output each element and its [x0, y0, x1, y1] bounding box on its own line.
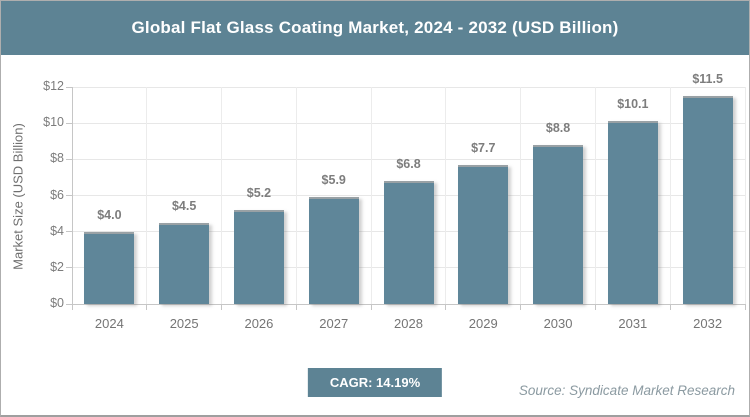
x-tick-mark — [295, 304, 297, 310]
bar-value-label: $5.2 — [246, 185, 272, 200]
bar-2032 — [682, 96, 733, 304]
h-gridline — [72, 303, 745, 305]
x-tick-label: 2030 — [543, 316, 573, 331]
y-tick-label: $10 — [43, 115, 64, 130]
v-gridline — [146, 87, 148, 304]
x-tick-label: 2025 — [169, 316, 199, 331]
y-tick-label: $4 — [50, 223, 64, 238]
bar-2029 — [458, 164, 509, 304]
v-gridline — [520, 87, 522, 304]
chart-title: Global Flat Glass Coating Market, 2024 -… — [131, 18, 619, 37]
y-tick-mark — [66, 122, 72, 124]
v-gridline — [445, 87, 447, 304]
x-tick-mark — [594, 304, 596, 310]
bar-2027 — [308, 197, 359, 304]
bar-value-label: $5.9 — [321, 173, 346, 188]
v-gridline — [594, 87, 596, 304]
v-gridline — [669, 87, 671, 304]
x-tick-mark — [744, 304, 746, 310]
y-tick-mark — [66, 303, 72, 305]
v-gridline — [744, 87, 746, 304]
bar-2030 — [533, 144, 584, 304]
bar-2026 — [233, 209, 284, 304]
bar-value-label: $4.0 — [97, 207, 122, 222]
bar-value-label: $8.8 — [545, 120, 571, 135]
x-tick-label: 2027 — [319, 316, 349, 331]
x-tick-label: 2032 — [693, 316, 723, 331]
y-tick-label: $0 — [50, 296, 64, 310]
h-gridline — [72, 122, 745, 124]
bar-value-label: $11.5 — [692, 72, 723, 87]
y-tick-mark — [66, 231, 72, 233]
bar-value-label: $4.5 — [171, 198, 197, 213]
bar-value-label: $10.1 — [617, 97, 649, 112]
x-tick-mark — [669, 304, 671, 310]
y-tick-mark — [66, 86, 72, 88]
x-tick-label: 2026 — [244, 316, 274, 331]
bar-2028 — [383, 181, 434, 304]
x-tick-mark — [71, 304, 73, 310]
bar-2025 — [159, 222, 210, 304]
y-tick-mark — [66, 195, 72, 196]
h-gridline — [72, 86, 745, 88]
v-gridline — [370, 87, 372, 304]
y-tick-label: $6 — [50, 187, 64, 202]
bar-2024 — [84, 231, 135, 304]
bar-value-label: $7.7 — [471, 140, 496, 155]
x-tick-label: 2028 — [394, 316, 423, 331]
bar-value-label: $6.8 — [396, 157, 421, 172]
cagr-badge: CAGR: 14.19% — [307, 368, 443, 397]
x-tick-mark — [445, 304, 447, 310]
x-tick-mark — [221, 304, 223, 310]
x-tick-mark — [520, 304, 522, 310]
x-tick-mark — [370, 304, 372, 310]
y-axis-line — [71, 87, 73, 304]
x-tick-label: 2029 — [468, 316, 498, 331]
x-tick-label: 2031 — [618, 316, 648, 331]
y-tick-mark — [66, 158, 72, 160]
chart-title-bar: Global Flat Glass Coating Market, 2024 -… — [1, 1, 749, 55]
h-gridline — [72, 158, 745, 160]
source-note: Source: Syndicate Market Research — [518, 383, 735, 398]
bar-2031 — [607, 121, 658, 304]
y-tick-label: $8 — [50, 151, 64, 166]
v-gridline — [295, 87, 297, 304]
x-tick-mark — [146, 304, 148, 310]
x-tick-label: 2024 — [94, 316, 124, 331]
y-tick-mark — [66, 267, 72, 269]
y-tick-label: $12 — [43, 79, 64, 93]
plot-area: $0 $2 $4 $6 $8 $10 $12 $4.0 2024 $4.5 2025 $5.2 2026… — [43, 72, 746, 331]
v-gridline — [221, 87, 223, 304]
y-tick-label: $2 — [50, 259, 64, 274]
